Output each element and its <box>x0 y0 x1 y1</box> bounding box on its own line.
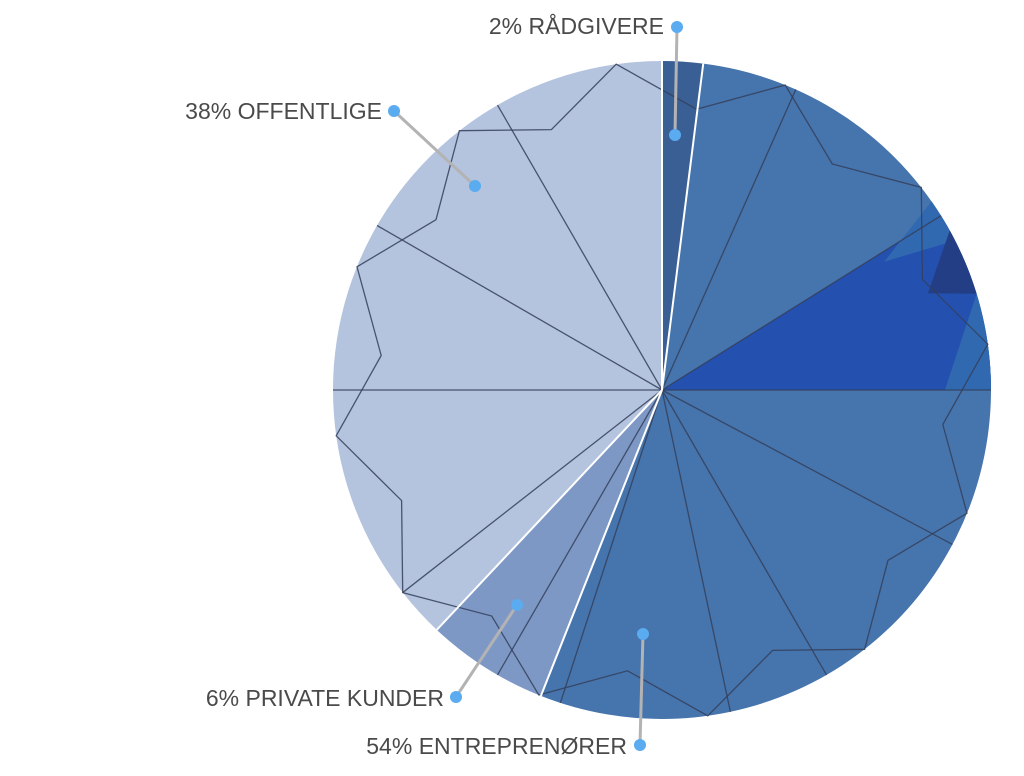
highlight-facet-mid <box>884 201 956 262</box>
leader-offentlige-outer-dot <box>388 105 400 117</box>
slice-separator-3 <box>436 389 663 631</box>
highlight-wedge <box>662 215 991 390</box>
slice-label-entreprenorer: 54% ENTREPRENØRER <box>366 733 627 759</box>
leader-entreprenorer-line <box>638 633 645 746</box>
highlight-facet-edge <box>944 293 991 390</box>
leader-private-kunder-outer-dot <box>450 691 462 703</box>
leader-radgivere-inner-dot <box>669 129 681 141</box>
slice-label-private-kunder: 6% PRIVATE KUNDER <box>206 685 444 711</box>
facet-spoke-5 <box>661 389 732 712</box>
leader-entreprenorer-inner-dot <box>637 628 649 640</box>
crystal-facets <box>333 63 991 717</box>
facet-spoke-11 <box>496 104 663 391</box>
leader-offentlige-line <box>392 109 477 188</box>
facet-spoke-4 <box>661 389 828 676</box>
pie-slice-3 <box>333 61 662 630</box>
facet-spoke-6 <box>559 389 663 704</box>
leader-lines <box>388 21 683 751</box>
facet-spoke-8 <box>402 389 663 594</box>
slice-separator-2 <box>539 389 663 697</box>
slice-label-offentlige: 38% OFFENTLIGE <box>185 98 382 124</box>
slice-separator-1 <box>661 63 705 391</box>
facet-spoke-3 <box>661 389 953 546</box>
leader-private-kunder-line <box>454 604 519 698</box>
leader-entreprenorer-outer-dot <box>634 739 646 751</box>
leader-radgivere-line <box>673 26 679 136</box>
leader-private-kunder-inner-dot <box>511 599 523 611</box>
pie-slice-1 <box>540 63 991 720</box>
facet-spoke-10 <box>376 224 663 391</box>
leader-radgivere-outer-dot <box>671 21 683 33</box>
facet-spoke-0 <box>661 89 797 391</box>
leader-offentlige-inner-dot <box>469 180 481 192</box>
slice-separators <box>436 61 705 697</box>
facet-spoke-1 <box>661 215 942 391</box>
highlight-facet-dark <box>927 230 977 294</box>
slice-label-radgivere: 2% RÅDGIVERE <box>489 12 664 39</box>
pie-slices <box>333 61 991 720</box>
facet-ring <box>335 63 989 717</box>
facet-spoke-7 <box>496 389 663 676</box>
